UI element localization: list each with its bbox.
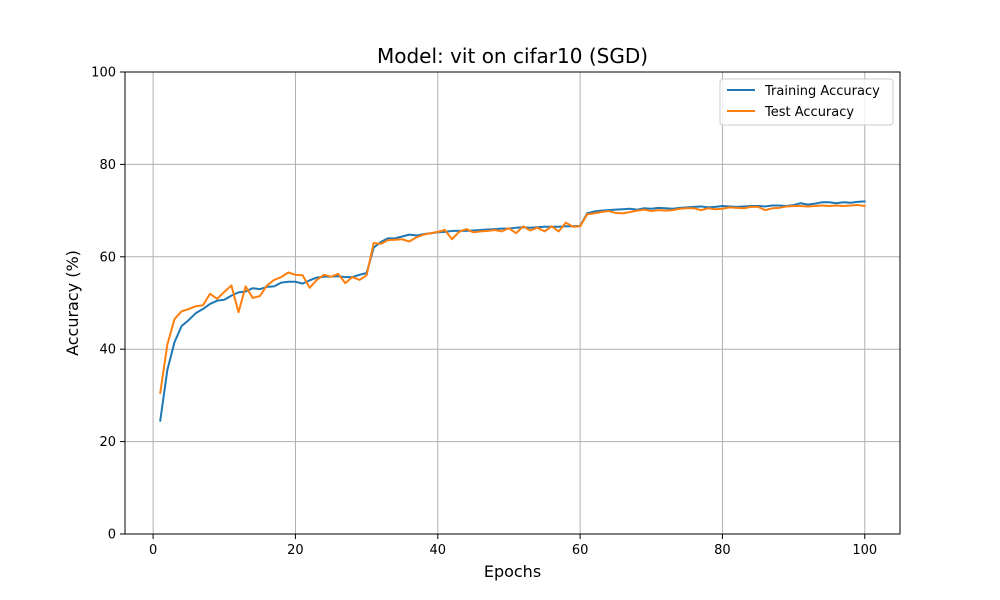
y-tick-label: 0 (108, 528, 116, 543)
x-axis-label: Epochs (484, 562, 541, 581)
legend-box (719, 78, 894, 126)
x-tick-label: 100 (852, 543, 877, 558)
chart-title: Model: vit on cifar10 (SGD) (377, 44, 648, 68)
legend-label-training-accuracy: Training Accuracy (764, 84, 880, 99)
y-tick-label: 20 (99, 435, 116, 450)
y-tick-label: 100 (91, 66, 116, 81)
x-tick-label: 60 (572, 543, 589, 558)
x-tick-label: 0 (149, 543, 157, 558)
axis-ticks: 0 20 40 60 80 100 0 20 40 60 80 100 (91, 66, 877, 559)
series-line-test-accuracy (159, 204, 866, 395)
plot-frame (124, 71, 901, 535)
x-tick-label: 80 (714, 543, 731, 558)
series-lines (159, 200, 866, 422)
series-line-training-accuracy (159, 200, 866, 422)
legend-label-test-accuracy: Test Accuracy (764, 105, 854, 120)
x-tick-label: 40 (430, 543, 447, 558)
x-tick-label: 20 (287, 543, 304, 558)
legend: Training Accuracy Test Accuracy (719, 78, 894, 126)
y-tick-label: 60 (99, 250, 116, 265)
y-tick-label: 80 (99, 158, 116, 173)
y-axis-label: Accuracy (%) (63, 250, 82, 356)
y-tick-label: 40 (99, 343, 116, 358)
